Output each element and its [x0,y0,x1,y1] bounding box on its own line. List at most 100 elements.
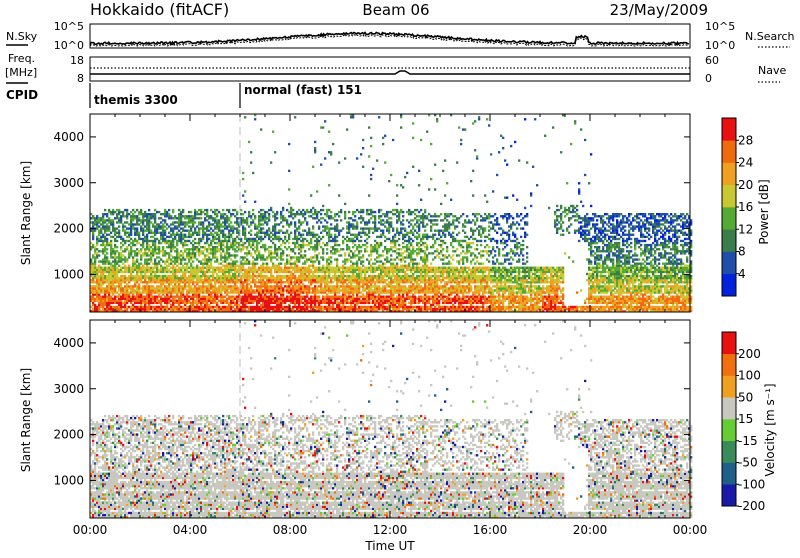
power-cell [278,269,280,271]
power-cell [340,285,342,287]
power-cell [320,308,322,310]
power-cell [288,254,290,256]
power-cell [160,281,162,283]
power-cell [250,234,252,236]
power-cell [334,298,336,300]
power-cell [348,298,350,300]
power-cell [116,227,118,229]
power-cell [306,285,308,287]
power-cell [276,275,278,277]
power-cell [316,234,318,236]
power-cell [140,263,142,265]
power-cell [280,279,282,281]
power-cell [136,287,138,289]
power-cell [346,258,348,260]
power-cell [384,291,386,293]
power-cell [342,248,344,250]
power-cell [106,213,108,215]
power-cell [314,296,316,298]
power-cell [230,258,232,260]
power-cell [332,246,334,248]
power-cell [334,275,336,277]
power-cell [224,281,226,283]
power-cell [316,308,318,310]
power-cell [294,238,296,240]
power-cell [192,271,194,273]
power-cell [120,258,122,260]
power-cell [116,285,118,287]
power-cell [280,254,282,256]
power-cell [208,281,210,283]
power-cell [266,302,268,304]
power-cell [112,213,114,215]
power-cell [378,275,380,277]
power-cell [362,254,364,256]
power-cell [136,281,138,283]
power-cell [268,281,270,283]
power-cell [202,285,204,287]
power-cell [190,242,192,244]
power-cell [228,304,230,306]
power-cell [132,215,134,217]
power-cell [338,250,340,252]
power-cell [136,302,138,304]
power-cell [346,128,348,130]
power-cell [174,306,176,308]
power-cell [104,232,106,234]
power-cell [382,265,384,267]
power-cell [256,225,258,227]
power-cell [368,254,370,256]
power-cell [236,211,238,213]
power-cell [96,269,98,271]
power-cell [224,217,226,219]
power-cell [224,300,226,302]
power-cell [278,275,280,277]
power-cell [234,260,236,262]
power-cell [346,269,348,271]
power-cell [96,298,98,300]
power-cell [114,291,116,293]
power-cell [288,223,290,225]
power-cell [356,221,358,223]
power-cell [358,308,360,310]
power-cell [138,296,140,298]
power-cell [204,271,206,273]
power-cell [208,269,210,271]
power-cell [188,215,190,217]
power-cell [262,269,264,271]
power-cell [262,308,264,310]
power-cell [128,250,130,252]
power-cell [186,230,188,232]
power-cell [202,271,204,273]
power-cell [274,308,276,310]
power-cell [326,279,328,281]
power-cell [250,267,252,269]
power-cell [358,256,360,258]
power-cell [92,244,94,246]
power-cell [316,298,318,300]
power-cell [124,296,126,298]
power-cell [384,287,386,289]
power-cell [196,291,198,293]
power-cell [294,213,296,215]
power-cell [134,265,136,267]
power-cell [340,219,342,221]
power-cell [168,302,170,304]
power-cell [278,287,280,289]
power-cell [224,246,226,248]
power-cell [142,302,144,304]
power-cell [242,194,244,196]
power-cell [322,248,324,250]
power-cell [214,287,216,289]
power-cell [200,291,202,293]
power-cell [340,254,342,256]
power-cell [252,275,254,277]
power-cell [162,275,164,277]
power-cell [220,248,222,250]
power-cell [300,267,302,269]
power-cell [236,232,238,234]
power-cell [200,250,202,252]
power-cell [162,269,164,271]
power-cell [126,277,128,279]
power-cell [234,215,236,217]
